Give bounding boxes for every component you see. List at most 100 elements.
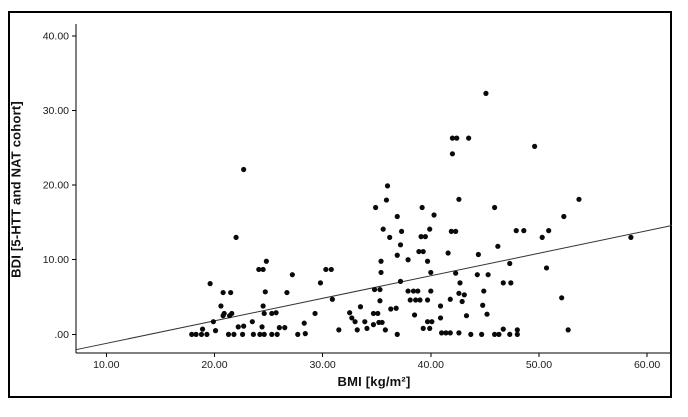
data-point [492,204,498,211]
data-point [364,325,370,331]
data-point [380,226,386,232]
y-axis-title: BDI [5-HTT and NAT cohort] [8,101,24,278]
data-point [263,258,269,264]
data-point [468,331,474,337]
data-point [375,310,381,317]
data-point [405,257,411,263]
data-point [212,328,219,334]
y-tick-label: .00 [54,329,69,341]
data-point [382,327,388,333]
data-point [384,183,391,189]
data-point [453,270,459,276]
data-point [199,326,206,332]
data-point [233,234,239,240]
data-point [521,228,527,234]
data-point [447,296,453,302]
x-tick-label: 40.00 [418,359,444,371]
data-point [420,248,426,255]
data-point [220,289,226,296]
data-point [373,204,379,211]
data-point [456,290,462,296]
data-point [302,331,308,337]
data-point [439,330,445,336]
data-point [539,234,545,240]
data-point [559,295,565,301]
data-point [257,331,263,337]
data-point [261,310,267,317]
data-point [312,310,318,317]
y-tick-label: 10.00 [43,254,69,266]
y-tick-label: 30.00 [43,105,69,117]
data-point [282,325,288,331]
data-point [274,331,280,337]
data-point [424,319,431,325]
data-point [429,319,435,325]
data-point [463,313,470,319]
x-tick-label: 10.00 [93,359,119,371]
data-point [284,289,290,296]
data-point [420,325,426,331]
data-point [379,319,385,326]
x-tick-label: 20.00 [201,359,227,371]
data-point [437,303,444,309]
data-point [514,331,520,337]
data-point [500,280,506,286]
data-point [474,272,480,278]
data-point [449,151,456,157]
data-point [475,251,481,258]
data-point [241,323,247,329]
data-point [357,304,364,310]
data-point [370,310,377,317]
data-point [410,288,417,294]
data-point [457,280,463,286]
y-tick-label: 40.00 [43,30,69,42]
data-point [459,298,465,305]
data-point [323,266,329,273]
data-point [427,226,433,232]
data-point [481,288,487,294]
data-point [261,331,267,337]
data-point [189,331,195,337]
data-point [218,303,224,309]
data-point [483,90,489,96]
data-point [492,331,498,337]
data-point [249,319,255,325]
data-point [225,331,232,337]
data-point [500,326,506,332]
data-point [416,248,422,255]
data-point [328,266,334,273]
data-point [198,331,205,337]
figure-border [8,11,672,398]
data-point [301,320,307,326]
data-point [388,306,394,312]
data-point [546,228,552,234]
data-point [428,288,434,294]
data-point [424,297,431,303]
data-point [262,289,268,295]
data-point [394,331,400,337]
data-point [352,319,358,325]
data-point [260,303,266,309]
data-point [259,324,265,330]
data-point [514,327,520,333]
data-point [427,325,433,331]
data-point [407,297,413,303]
data-point [226,313,233,319]
data-point [235,324,241,330]
data-point [371,286,378,293]
data-point [377,286,383,293]
data-point [513,228,519,234]
x-axis-title: BMI [kg/m²] [337,374,411,389]
x-tick-label: 50.00 [526,359,552,371]
data-point [466,135,472,141]
data-point [398,228,405,234]
data-point [445,250,451,256]
data-point [228,289,234,296]
data-point [378,258,384,264]
data-point [405,288,411,294]
data-point [424,258,431,264]
data-point [383,197,390,203]
data-point [561,213,567,220]
data-point [273,310,279,316]
